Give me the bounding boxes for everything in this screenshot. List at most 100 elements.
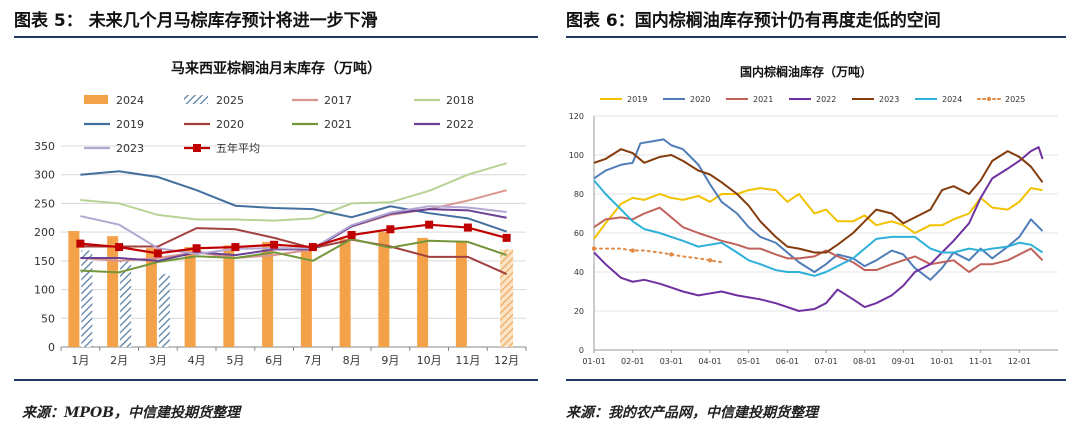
legend-label: 2024 — [942, 95, 962, 104]
legend-label: 2019 — [116, 118, 144, 131]
line-2021 — [80, 237, 507, 274]
avg-marker — [231, 243, 240, 252]
chart-title: 马来西亚棕榈油月末库存（万吨） — [171, 60, 381, 77]
legend-swatch — [184, 95, 208, 104]
bar-2024 — [184, 247, 196, 347]
legend-marker — [193, 144, 201, 152]
y-tick-label: 0 — [579, 346, 584, 355]
legend-label: 2023 — [879, 95, 899, 104]
y-tick-label: 100 — [34, 284, 55, 297]
line-2022 — [80, 208, 507, 262]
legend-marker — [986, 96, 992, 102]
bar-forecast — [500, 249, 514, 347]
x-tick-label: 11-01 — [969, 357, 992, 366]
y-tick-label: 0 — [48, 341, 55, 354]
y-tick-label: 100 — [569, 151, 584, 160]
avg-marker — [308, 243, 317, 252]
line-2019 — [80, 170, 507, 233]
line-2023 — [593, 148, 1044, 254]
bar-2024 — [378, 232, 390, 347]
line-五年平均 — [80, 223, 507, 255]
bar-2024 — [68, 230, 80, 347]
avg-marker — [347, 231, 356, 240]
avg-marker — [463, 223, 472, 232]
bar-2024 — [107, 236, 119, 347]
x-tick-label: 06-01 — [776, 357, 799, 366]
y-tick-label: 200 — [34, 226, 55, 239]
x-tick-label: 03-01 — [660, 357, 683, 366]
title-rule-right — [566, 36, 1066, 38]
x-tick-label: 7月 — [304, 354, 322, 367]
line-2022 — [593, 146, 1044, 312]
x-tick-label: 1月 — [71, 354, 89, 367]
x-tick-label: 12-01 — [1008, 357, 1031, 366]
chart-title: 国内棕榈油库存（万吨） — [740, 64, 872, 79]
x-tick-label: 4月 — [188, 354, 206, 367]
chart-domestic-stocks: 国内棕榈油库存（万吨） 0 20 40 60 80 100 120 01-01 02-01 03-0… — [569, 64, 1058, 366]
x-tick-label: 01-01 — [582, 357, 605, 366]
source-note-left: 来源：MPOB，中信建投期货整理 — [22, 405, 241, 421]
y-tick-label: 300 — [34, 169, 55, 182]
x-tick-label: 2月 — [110, 354, 128, 367]
legend-label: 2025 — [1005, 95, 1025, 104]
legend-label: 2021 — [753, 95, 773, 104]
x-tick-label: 11月 — [455, 354, 480, 367]
legend-label: 2025 — [216, 94, 244, 107]
bar-2024 — [223, 245, 235, 347]
avg-marker — [115, 243, 124, 252]
point-2025 — [591, 246, 597, 251]
x-tick-label: 09-01 — [892, 357, 915, 366]
bottom-rule-left — [14, 379, 538, 381]
x-tick-label: 6月 — [265, 354, 283, 367]
bar-2025 — [81, 250, 93, 347]
x-tick-label: 04-01 — [698, 357, 721, 366]
x-tick-label: 10月 — [417, 354, 442, 367]
chart-malaysia-stocks: 马来西亚棕榈油月末库存（万吨） 0 50 100 150 200 250 300 350 1月 2月… — [34, 60, 527, 367]
avg-marker — [270, 240, 279, 249]
y-tick-label: 250 — [34, 197, 55, 210]
x-tick-label: 10-01 — [930, 357, 953, 366]
x-tick-label: 08-01 — [853, 357, 876, 366]
y-tick-label: 20 — [574, 307, 584, 316]
line-2025 — [593, 247, 723, 264]
line-2018 — [80, 162, 507, 222]
avg-marker — [425, 220, 434, 229]
bar-2024 — [300, 247, 312, 347]
line-2020 — [593, 138, 1044, 281]
line-2019 — [593, 187, 1043, 240]
x-tick-label: 5月 — [226, 354, 244, 367]
legend-label: 2018 — [446, 94, 474, 107]
bar-2024 — [145, 248, 157, 347]
point-2025 — [630, 248, 635, 253]
source-note-right: 来源：我的农产品网，中信建投期货整理 — [566, 405, 818, 421]
x-tick-label: 02-01 — [621, 357, 644, 366]
bottom-rule-right — [566, 379, 1066, 381]
x-tick-label: 3月 — [149, 354, 167, 367]
title-rule-left — [14, 36, 538, 38]
y-tick-label: 350 — [34, 140, 55, 153]
x-tick-label: 8月 — [343, 354, 361, 367]
panel-title-right: 图表 6：国内棕榈油库存预计仍有再度走低的空间 — [566, 11, 941, 31]
legend-swatch — [84, 95, 108, 104]
bar-2024 — [417, 237, 429, 347]
bar-2025 — [158, 274, 170, 347]
y-tick-label: 40 — [574, 268, 584, 277]
legend-label: 2020 — [690, 95, 710, 104]
line-2020 — [80, 227, 508, 275]
x-tick-label: 12月 — [494, 354, 519, 367]
y-tick-label: 150 — [34, 255, 55, 268]
y-tick-label: 80 — [574, 190, 584, 199]
bar-2024 — [455, 240, 467, 347]
legend-label: 2024 — [116, 94, 144, 107]
line-2024 — [593, 179, 1044, 277]
avg-marker — [76, 239, 85, 248]
x-tick-label: 07-01 — [814, 357, 837, 366]
line-2021 — [593, 206, 1044, 273]
legend-label: 2017 — [324, 94, 352, 107]
y-tick-label: 60 — [574, 229, 584, 238]
legend-label: 2022 — [446, 118, 474, 131]
legend-label: 2019 — [627, 95, 647, 104]
point-2025 — [669, 252, 674, 257]
bar-2025 — [120, 260, 132, 347]
x-tick-label: 05-01 — [737, 357, 760, 366]
